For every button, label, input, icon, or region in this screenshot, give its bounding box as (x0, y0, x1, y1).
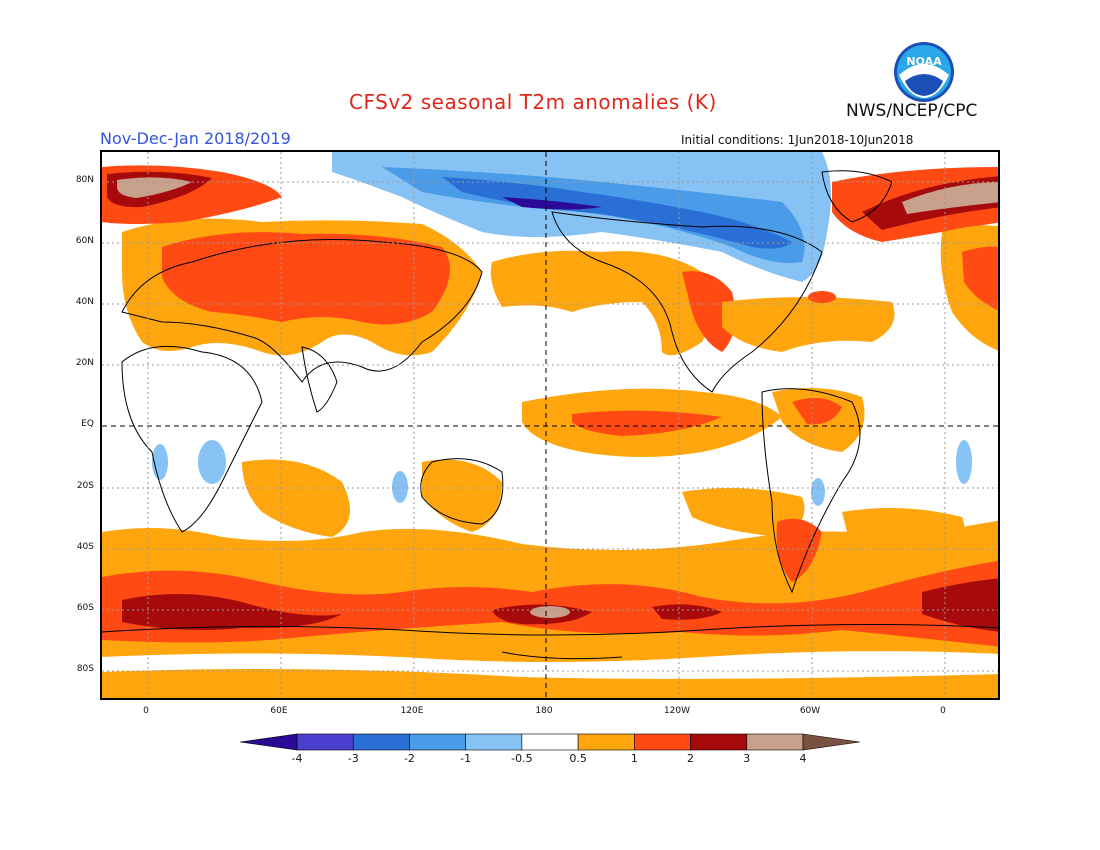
lon-label-60w: 60W (799, 706, 821, 716)
colorbar-box (296, 733, 354, 751)
colorbar-box (634, 733, 691, 751)
australia-outline (420, 458, 504, 525)
lon-label-0-west: 0 (143, 706, 149, 716)
antarctica-outline-2 (501, 651, 623, 660)
very-hot-south-3 (652, 604, 722, 620)
lat-label-60s: 60S (76, 603, 94, 613)
lat-label-80s: 80S (76, 664, 94, 674)
south-pacific-warm (682, 488, 805, 537)
reference-lines (102, 152, 998, 698)
colorbar-arrow-high (802, 733, 861, 751)
arctic-extreme-west (117, 177, 192, 198)
lon-label-60e: 60E (270, 706, 288, 716)
antarctic-warm (102, 668, 998, 698)
colorbar-box (690, 733, 748, 751)
antarctica-outline (102, 623, 998, 636)
africa-outline (121, 345, 263, 533)
chart-title: CFSv2 seasonal T2m anomalies (K) (349, 90, 717, 114)
colorbar-label: 1 (630, 752, 638, 765)
logo-text: NOAA (906, 55, 942, 68)
colorbar-box (577, 733, 635, 751)
south-atlantic-warm (842, 508, 965, 547)
colorbar-label: -3 (347, 752, 359, 765)
india-outline (301, 346, 338, 413)
south-america-hot (792, 398, 842, 425)
east-atlantic-cool (956, 440, 972, 484)
lon-label-120w: 120W (663, 706, 691, 716)
lat-label-40s: 40S (76, 542, 94, 552)
europe-hot-east (962, 246, 998, 311)
period-label: Nov-Dec-Jan 2018/2019 (100, 129, 291, 148)
lat-label-60n: 60N (75, 236, 94, 246)
greenland-outline (821, 170, 893, 223)
arctic-very-cold (442, 177, 792, 249)
colorbar-box (746, 733, 804, 751)
lon-label-120e: 120E (400, 706, 424, 716)
grid-lines (102, 152, 998, 698)
europe-asia-outline (121, 239, 483, 383)
indian-ocean-warm (242, 459, 350, 537)
africa-cool (198, 440, 226, 484)
lon-label-180: 180 (535, 706, 553, 716)
atlantic-warm (722, 297, 895, 352)
lat-label-20s: 20S (76, 481, 94, 491)
lat-label-40n: 40N (75, 297, 94, 307)
organization-label: NWS/NCEP/CPC (846, 101, 978, 121)
lat-label-eq: EQ (81, 419, 94, 429)
noaa-logo-icon: NOAA (893, 41, 955, 103)
lat-label-20n: 20N (75, 358, 94, 368)
hot-band-south (102, 560, 998, 647)
south-america-outline (761, 388, 861, 594)
south-america-south-hot (776, 518, 822, 582)
north-america-outline (551, 211, 823, 393)
south-america-cool (811, 478, 825, 506)
colorbar-arrow-low (239, 733, 298, 751)
colorbar-box (409, 733, 466, 751)
very-hot-south-4 (922, 578, 998, 632)
colorbar-box (521, 733, 579, 751)
lon-label-0-east: 0 (940, 706, 946, 716)
colorbar-label: 4 (799, 752, 807, 765)
very-hot-south-1 (122, 593, 342, 630)
north-america-hot (682, 271, 736, 352)
initial-conditions: Initial conditions: 1Jun2018-10Jun2018 (681, 133, 914, 147)
colorbar (239, 733, 861, 755)
colorbar-box (352, 733, 410, 751)
colorbar-label: 3 (743, 752, 751, 765)
extreme-south (530, 606, 570, 618)
colorbar-label: -0.5 (511, 752, 533, 765)
colorbar-label: 2 (687, 752, 695, 765)
pacific-north-warm (490, 250, 712, 356)
lat-label-80n: 80N (75, 175, 94, 185)
colorbar-label: -4 (291, 752, 303, 765)
tropic-pacific-hot (572, 410, 722, 436)
atlantic-hot (808, 291, 836, 303)
arctic-extreme-east (902, 182, 998, 214)
colorbar-label: 0.5 (569, 752, 587, 765)
colorbar-label: -2 (403, 752, 415, 765)
arctic-deep-cold (502, 197, 602, 210)
colorbar-label: -1 (460, 752, 472, 765)
eurasia-hot (162, 232, 450, 325)
coastlines (102, 170, 998, 660)
anomaly-map (100, 150, 1000, 700)
australia-cool (392, 471, 408, 503)
colorbar-box (465, 733, 523, 751)
